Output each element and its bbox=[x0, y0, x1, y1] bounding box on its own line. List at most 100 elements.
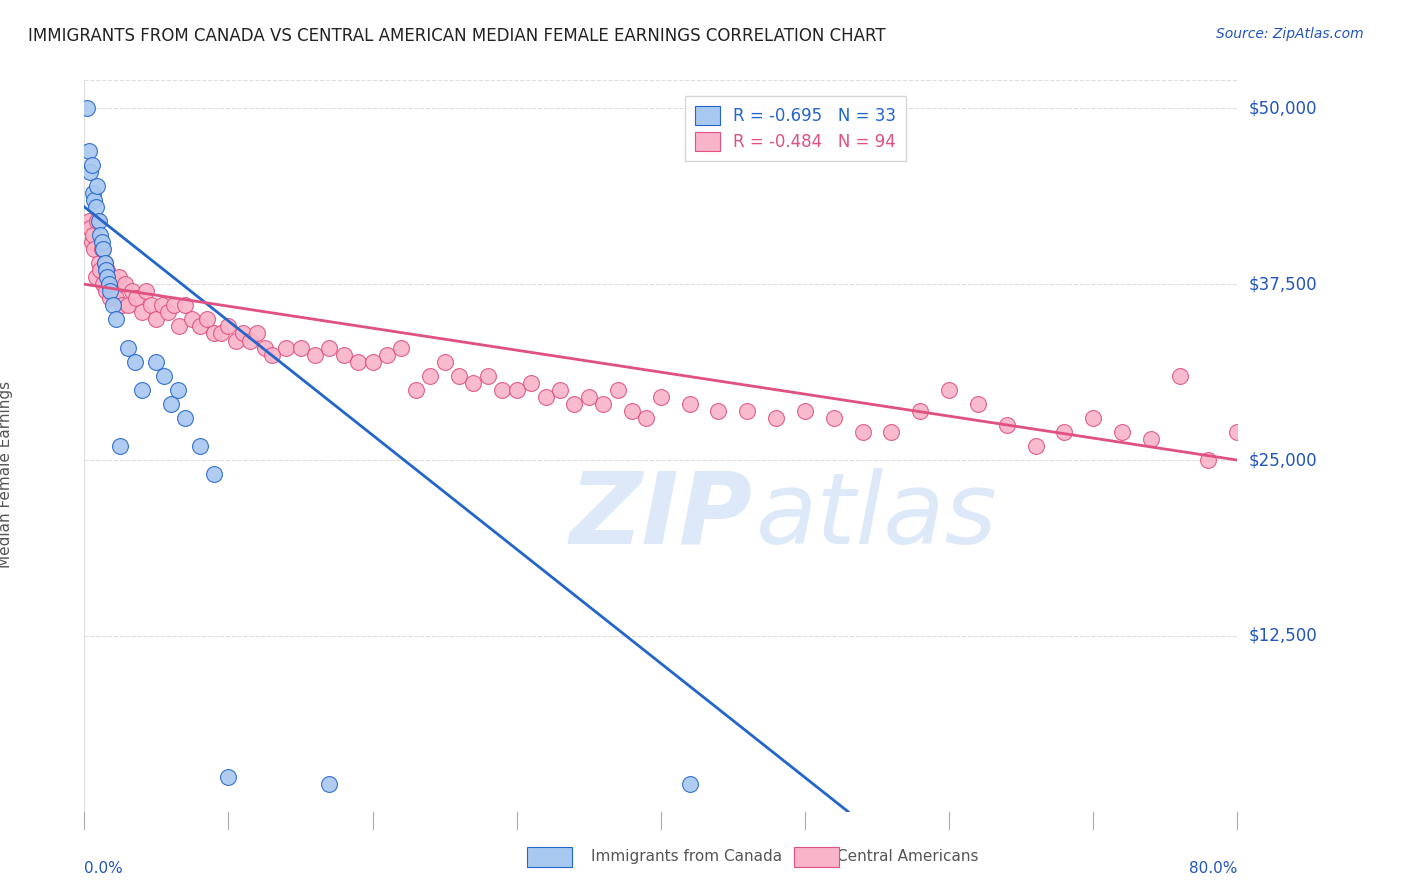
Text: $12,500: $12,500 bbox=[1249, 627, 1317, 645]
Text: $25,000: $25,000 bbox=[1249, 451, 1317, 469]
Text: Source: ZipAtlas.com: Source: ZipAtlas.com bbox=[1216, 27, 1364, 41]
Point bbox=[83, 193, 105, 207]
Point bbox=[592, 397, 614, 411]
Point bbox=[564, 397, 586, 411]
Point bbox=[419, 368, 441, 383]
Point bbox=[202, 467, 225, 482]
Point bbox=[477, 368, 499, 383]
Point bbox=[169, 319, 191, 334]
Point bbox=[679, 776, 702, 790]
Point bbox=[86, 178, 108, 193]
Text: Median Female Earnings: Median Female Earnings bbox=[0, 381, 13, 567]
Point bbox=[852, 425, 875, 439]
Point bbox=[108, 270, 131, 285]
Point bbox=[105, 312, 128, 326]
Point bbox=[131, 383, 153, 397]
Point bbox=[93, 256, 115, 270]
Point bbox=[333, 347, 356, 362]
Point bbox=[100, 270, 122, 285]
Point bbox=[97, 277, 120, 292]
Point bbox=[938, 383, 960, 397]
Point bbox=[650, 390, 672, 404]
Point bbox=[83, 242, 105, 256]
Point bbox=[361, 354, 384, 368]
Point bbox=[195, 312, 218, 326]
Point bbox=[145, 312, 167, 326]
Point bbox=[80, 235, 103, 249]
Point bbox=[910, 404, 932, 418]
Point bbox=[449, 368, 471, 383]
Point bbox=[232, 326, 254, 341]
Text: Immigrants from Canada: Immigrants from Canada bbox=[591, 849, 782, 863]
Point bbox=[765, 410, 787, 425]
Point bbox=[1226, 425, 1249, 439]
Point bbox=[77, 214, 100, 228]
Point bbox=[679, 397, 702, 411]
Point bbox=[94, 263, 117, 277]
Point bbox=[79, 164, 101, 178]
Text: IMMIGRANTS FROM CANADA VS CENTRAL AMERICAN MEDIAN FEMALE EARNINGS CORRELATION CH: IMMIGRANTS FROM CANADA VS CENTRAL AMERIC… bbox=[28, 27, 886, 45]
Point bbox=[253, 341, 276, 355]
Point bbox=[160, 397, 183, 411]
Point bbox=[150, 298, 173, 312]
Point bbox=[181, 312, 204, 326]
Point bbox=[188, 319, 211, 334]
Point bbox=[995, 417, 1018, 432]
Point bbox=[260, 347, 283, 362]
Point bbox=[246, 326, 269, 341]
Point bbox=[103, 298, 124, 312]
Point bbox=[84, 200, 107, 214]
Point bbox=[707, 404, 730, 418]
Point bbox=[318, 341, 340, 355]
Point bbox=[621, 404, 644, 418]
Point bbox=[89, 263, 111, 277]
Point bbox=[794, 404, 817, 418]
Point bbox=[89, 227, 111, 242]
Point bbox=[98, 291, 121, 305]
Point bbox=[163, 298, 186, 312]
Point bbox=[114, 277, 136, 292]
Legend: R = -0.695   N = 33, R = -0.484   N = 94: R = -0.695 N = 33, R = -0.484 N = 94 bbox=[685, 96, 905, 161]
Text: $50,000: $50,000 bbox=[1249, 99, 1317, 118]
Point bbox=[304, 347, 326, 362]
Point bbox=[209, 326, 232, 341]
Text: 80.0%: 80.0% bbox=[1189, 861, 1237, 876]
Point bbox=[1083, 410, 1105, 425]
Point bbox=[124, 354, 146, 368]
Point bbox=[433, 354, 456, 368]
Point bbox=[548, 383, 571, 397]
Point bbox=[174, 410, 197, 425]
Point bbox=[145, 354, 167, 368]
Point bbox=[77, 144, 100, 158]
Point bbox=[188, 439, 211, 453]
Point bbox=[520, 376, 543, 390]
Point bbox=[225, 334, 247, 348]
Text: $37,500: $37,500 bbox=[1249, 276, 1317, 293]
Point bbox=[506, 383, 529, 397]
Point bbox=[105, 291, 128, 305]
Point bbox=[578, 390, 600, 404]
Point bbox=[276, 341, 298, 355]
Point bbox=[1256, 453, 1278, 467]
Point bbox=[1053, 425, 1076, 439]
Point bbox=[121, 285, 143, 299]
Point bbox=[131, 305, 153, 319]
Point bbox=[737, 404, 759, 418]
Point bbox=[111, 298, 134, 312]
Point bbox=[239, 334, 262, 348]
Point bbox=[606, 383, 628, 397]
Point bbox=[218, 319, 240, 334]
Point bbox=[174, 298, 197, 312]
Point bbox=[80, 158, 103, 172]
Point bbox=[117, 298, 139, 312]
Text: 0.0%: 0.0% bbox=[84, 861, 124, 876]
Point bbox=[125, 291, 148, 305]
Point bbox=[1140, 432, 1163, 446]
Point bbox=[90, 235, 112, 249]
Point bbox=[103, 285, 124, 299]
Point bbox=[94, 285, 117, 299]
Point bbox=[823, 410, 845, 425]
Point bbox=[880, 425, 903, 439]
Point bbox=[405, 383, 427, 397]
Point bbox=[87, 214, 110, 228]
